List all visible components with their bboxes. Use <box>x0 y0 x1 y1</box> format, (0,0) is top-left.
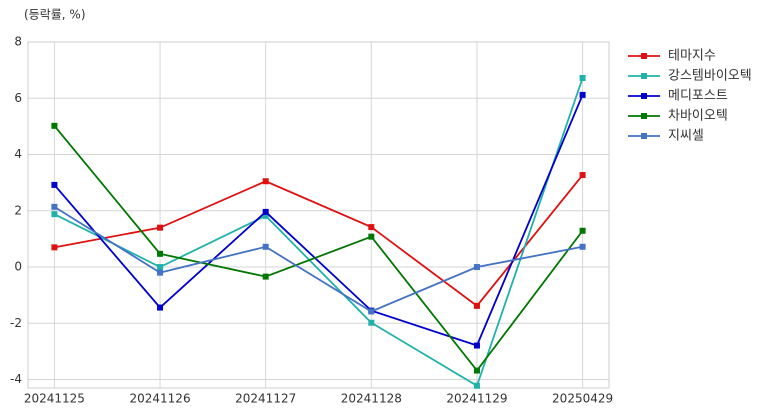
x-tick-label: 20241126 <box>130 392 191 406</box>
y-tick-label: 2 <box>14 203 22 217</box>
series-line <box>54 77 584 388</box>
series-line <box>53 206 583 313</box>
point-marker <box>51 211 58 218</box>
y-tick-label: 4 <box>14 147 22 161</box>
legend-label: 차바이오텍 <box>668 109 728 124</box>
point-marker <box>262 243 269 250</box>
legend-marker <box>641 93 647 99</box>
point-marker <box>368 319 375 326</box>
point-marker <box>473 264 480 271</box>
y-tick-label: -4 <box>10 372 22 386</box>
point-marker <box>368 308 375 315</box>
x-tick-label: 20241128 <box>341 392 402 406</box>
point-marker <box>579 172 586 179</box>
point-marker <box>579 243 586 250</box>
point-marker <box>51 181 58 188</box>
y-tick-label: 8 <box>14 35 22 49</box>
point-marker <box>473 382 480 389</box>
point-marker <box>579 227 586 234</box>
point-marker <box>51 122 58 129</box>
legend-marker <box>641 133 647 139</box>
point-marker <box>51 203 58 210</box>
point-marker <box>473 342 480 349</box>
legend-marker <box>641 113 647 119</box>
x-tick-label: 20250429 <box>552 392 613 406</box>
point-marker <box>51 244 58 251</box>
x-tick-label: 20241127 <box>235 392 296 406</box>
legend-marker <box>641 53 647 59</box>
point-marker <box>262 178 269 185</box>
point-marker <box>157 304 164 311</box>
point-marker <box>262 273 269 280</box>
point-marker <box>579 75 586 82</box>
point-marker <box>473 367 480 374</box>
point-marker <box>157 269 164 276</box>
legend-label: 테마지수 <box>668 49 716 64</box>
legend-label: 메디포스트 <box>668 89 728 104</box>
y-tick-label: -2 <box>10 316 22 330</box>
point-marker <box>262 208 269 215</box>
point-marker <box>157 264 164 271</box>
series-line <box>53 125 584 373</box>
point-marker <box>368 224 375 231</box>
plot-frame <box>27 41 610 389</box>
series-line <box>54 174 584 308</box>
point-marker <box>157 250 164 257</box>
point-marker <box>368 233 375 240</box>
point-marker <box>262 212 269 219</box>
point-marker <box>157 224 164 231</box>
y-tick-label: 0 <box>14 260 22 274</box>
y-tick-label: 6 <box>14 91 22 105</box>
x-tick-label: 20241129 <box>446 392 507 406</box>
legend-label: 강스템바이오텍 <box>668 69 752 84</box>
legend-label: 지씨셀 <box>668 129 704 144</box>
series-line <box>53 94 584 347</box>
y-axis-label: (등락률, %) <box>24 8 86 22</box>
point-marker <box>473 302 480 309</box>
point-marker <box>579 91 586 98</box>
x-tick-label: 20241125 <box>24 392 85 406</box>
legend-marker <box>641 73 647 79</box>
